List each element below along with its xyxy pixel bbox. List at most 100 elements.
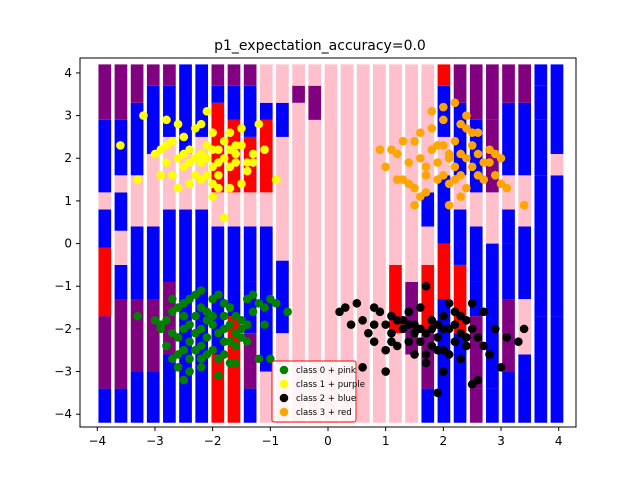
point-class-2-4 — [364, 328, 373, 338]
bar-segment-0-5 — [98, 119, 112, 193]
y-tick-label-0: −4 — [54, 407, 72, 421]
bar-segment-11-1 — [276, 260, 289, 334]
bar-segment-12-1 — [292, 85, 305, 103]
point-class-1-26 — [219, 136, 229, 146]
point-class-0-50 — [185, 367, 194, 376]
point-class-2-51 — [381, 367, 390, 376]
point-class-3-29 — [473, 149, 483, 159]
point-class-1-1 — [133, 175, 142, 184]
bar-segment-28-2 — [550, 175, 564, 227]
point-class-2-46 — [502, 333, 512, 342]
bar-segment-18-2 — [389, 64, 402, 265]
point-class-2-64 — [444, 350, 454, 359]
bar-segment-28-4 — [550, 64, 564, 154]
point-class-2-66 — [369, 320, 379, 329]
bar-segment-23-4 — [469, 192, 483, 227]
point-class-3-56 — [415, 192, 425, 201]
point-class-2-58 — [450, 320, 460, 329]
x-tick-label-3: −1 — [261, 434, 279, 448]
bar-segment-24-2 — [486, 243, 499, 300]
point-class-3-20 — [450, 136, 460, 146]
point-class-2-18 — [410, 350, 419, 359]
legend-marker-1 — [279, 379, 289, 389]
point-class-2-47 — [514, 337, 523, 346]
bar-segment-7-4 — [211, 85, 225, 103]
point-class-1-6 — [162, 115, 171, 125]
point-class-3-52 — [479, 175, 489, 184]
point-class-2-32 — [450, 337, 460, 346]
point-class-0-25 — [173, 333, 183, 342]
bar-segment-9-6 — [243, 85, 257, 137]
bar-segment-27-4 — [534, 85, 548, 120]
bar-segment-9-0 — [243, 388, 257, 423]
point-class-0-73 — [242, 337, 252, 346]
bar-segment-20-6 — [421, 64, 435, 103]
bar-segment-23-6 — [469, 64, 483, 120]
bar-segment-10-6 — [259, 64, 273, 103]
bar-segment-26-0 — [518, 354, 532, 423]
bar-segment-0-1 — [98, 316, 112, 389]
bar-segment-3-3 — [146, 153, 160, 227]
point-class-0-41 — [185, 354, 194, 364]
bar-segment-0-0 — [98, 388, 112, 423]
point-class-3-2 — [392, 149, 402, 159]
point-class-2-11 — [387, 328, 396, 338]
point-class-1-9 — [173, 183, 183, 193]
point-class-3-58 — [485, 158, 494, 167]
point-class-2-55 — [439, 324, 448, 334]
bar-segment-23-3 — [469, 226, 483, 282]
bar-segment-20-3 — [421, 226, 435, 265]
chart-title: p1_expectation_accuracy=0.0 — [214, 38, 426, 54]
point-class-2-28 — [439, 311, 448, 321]
point-class-2-45 — [496, 362, 506, 372]
bar-segment-9-7 — [243, 64, 257, 86]
x-tick-label-7: 3 — [497, 434, 505, 448]
bar-segment-19-0 — [405, 354, 418, 423]
scatter-points — [116, 98, 529, 398]
point-class-3-55 — [450, 175, 460, 184]
bar-segment-10-5 — [259, 102, 273, 120]
point-class-3-54 — [496, 179, 506, 189]
bar-segment-8-4 — [227, 85, 241, 120]
legend-marker-0 — [279, 365, 289, 375]
bar-segment-7-5 — [211, 64, 225, 86]
point-class-3-42 — [410, 200, 419, 210]
bar-segment-4-4 — [163, 85, 176, 137]
point-class-0-19 — [260, 303, 269, 312]
point-class-1-47 — [208, 145, 217, 155]
point-class-1-36 — [242, 166, 252, 176]
bar-segment-27-5 — [534, 64, 548, 86]
point-class-2-44 — [490, 324, 500, 334]
y-tick-label-6: 2 — [64, 151, 72, 165]
point-class-0-71 — [196, 354, 206, 364]
bar-segment-21-3 — [437, 175, 451, 244]
point-class-0-64 — [167, 294, 177, 304]
bar-segment-8-1 — [227, 226, 241, 317]
point-class-0-45 — [208, 345, 217, 355]
point-class-2-62 — [479, 341, 489, 351]
point-class-1-5 — [162, 158, 171, 167]
bar-segment-14-0 — [324, 64, 338, 423]
bar-segment-21-6 — [437, 64, 451, 86]
point-class-2-60 — [456, 311, 465, 321]
bar-segment-27-3 — [534, 119, 548, 176]
bar-segment-8-2 — [227, 192, 241, 227]
bar-segment-24-3 — [486, 192, 499, 244]
point-class-1-58 — [179, 149, 189, 159]
point-class-0-68 — [260, 320, 269, 329]
bar-segment-19-5 — [405, 64, 418, 137]
point-class-3-4 — [404, 158, 414, 167]
point-class-2-38 — [467, 324, 477, 334]
point-class-3-47 — [456, 192, 465, 201]
bar-segment-25-5 — [502, 102, 515, 176]
point-class-0-62 — [202, 316, 212, 325]
point-class-1-59 — [208, 179, 217, 189]
bar-segment-23-2 — [469, 281, 483, 317]
point-class-2-1 — [346, 320, 356, 329]
bar-segment-20-2 — [421, 264, 435, 334]
point-class-1-2 — [139, 111, 148, 120]
bar-segment-13-2 — [308, 64, 322, 86]
point-class-0-52 — [214, 371, 223, 381]
point-class-2-68 — [421, 350, 431, 359]
bar-segment-11-2 — [276, 136, 289, 261]
